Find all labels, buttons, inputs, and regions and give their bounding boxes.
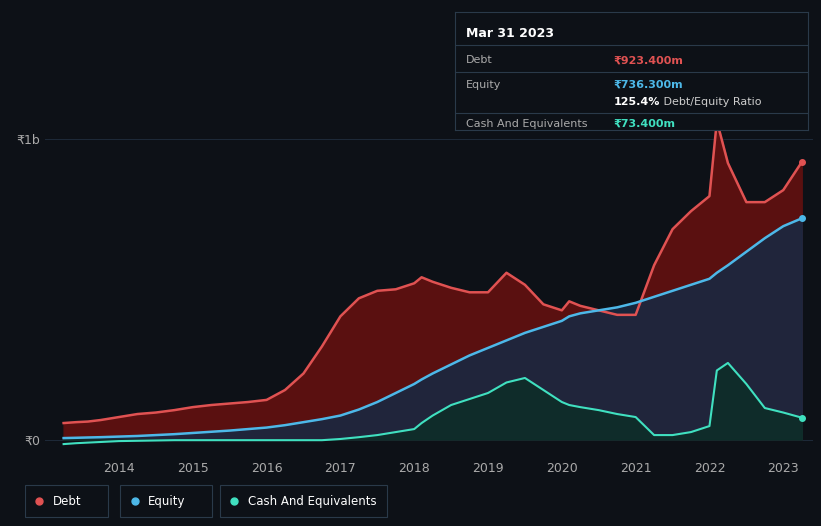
Text: Equity: Equity bbox=[466, 80, 501, 90]
Text: Debt: Debt bbox=[53, 494, 81, 508]
FancyBboxPatch shape bbox=[120, 485, 212, 517]
Text: ₹923.400m: ₹923.400m bbox=[614, 55, 684, 65]
Text: ₹73.400m: ₹73.400m bbox=[614, 119, 676, 129]
Text: Cash And Equivalents: Cash And Equivalents bbox=[466, 119, 587, 129]
FancyBboxPatch shape bbox=[25, 485, 108, 517]
Text: Equity: Equity bbox=[148, 494, 186, 508]
Text: Debt: Debt bbox=[466, 55, 493, 65]
Text: ₹736.300m: ₹736.300m bbox=[614, 80, 683, 90]
Text: Mar 31 2023: Mar 31 2023 bbox=[466, 27, 553, 40]
FancyBboxPatch shape bbox=[220, 485, 387, 517]
Text: 125.4%: 125.4% bbox=[614, 97, 660, 107]
Text: Cash And Equivalents: Cash And Equivalents bbox=[248, 494, 376, 508]
Text: Debt/Equity Ratio: Debt/Equity Ratio bbox=[660, 97, 761, 107]
